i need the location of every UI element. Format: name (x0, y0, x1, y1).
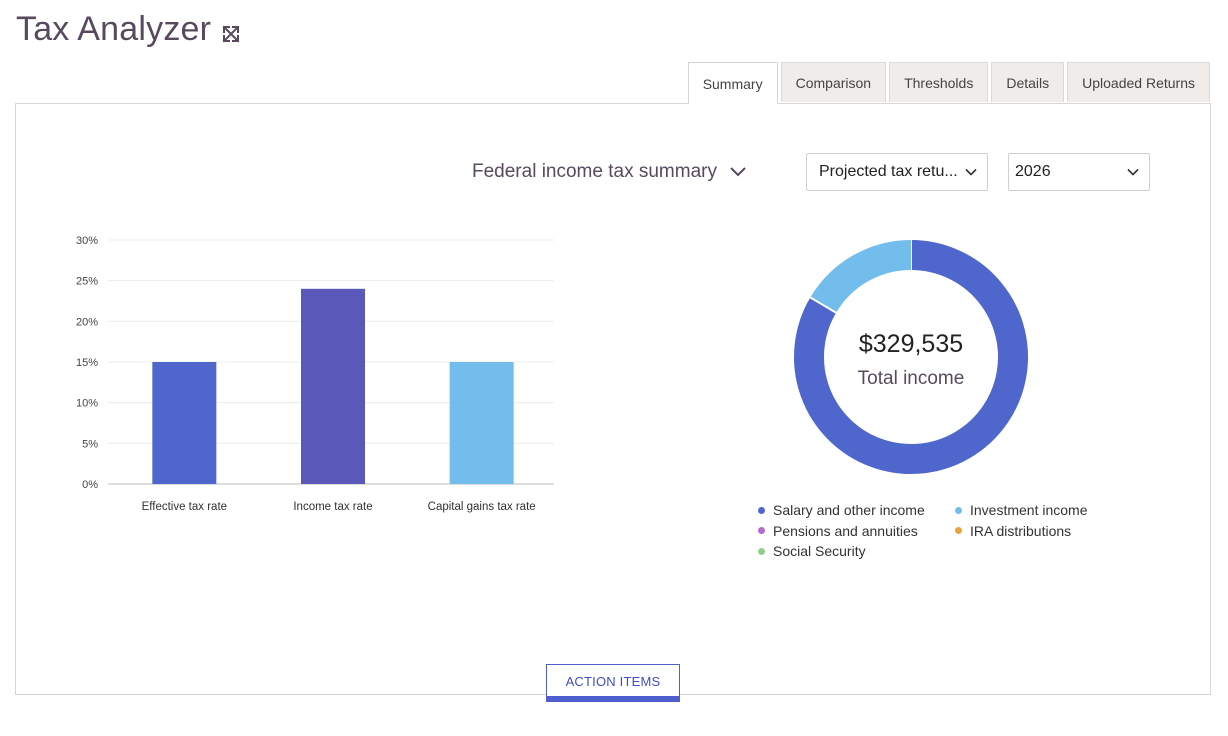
income-donut-chart (794, 240, 1028, 474)
legend-dot-icon (758, 547, 765, 555)
y-tick-label: 10% (76, 398, 98, 410)
legend-dot-icon (955, 506, 962, 514)
legend-dot-icon (758, 527, 765, 534)
bar[interactable] (152, 362, 217, 484)
tab-comparison[interactable]: Comparison (780, 62, 887, 102)
chevron-down-icon (730, 167, 746, 177)
year-select[interactable]: 2026 (1008, 153, 1150, 191)
legend-label: Salary and other income (773, 502, 925, 518)
y-tick-label: 15% (76, 357, 98, 369)
expand-arrows-icon[interactable] (221, 24, 241, 44)
legend-item[interactable]: Salary and other income (758, 502, 925, 518)
x-category-label: Effective tax rate (142, 501, 227, 513)
y-tick-label: 30% (76, 235, 98, 247)
legend-item[interactable]: Social Security (758, 543, 866, 559)
y-tick-label: 20% (76, 316, 98, 328)
tab-uploaded-returns[interactable]: Uploaded Returns (1067, 62, 1210, 102)
tab-details[interactable]: Details (991, 62, 1065, 102)
y-tick-label: 5% (82, 438, 98, 450)
app-title: Tax Analyzer (16, 10, 241, 49)
return-type-value: Projected tax retu... (819, 163, 958, 180)
x-category-label: Income tax rate (293, 501, 372, 513)
slice-separator (809, 296, 837, 314)
tab-thresholds[interactable]: Thresholds (889, 62, 989, 102)
donut-slice[interactable] (810, 240, 912, 314)
app-title-text: Tax Analyzer (16, 10, 212, 48)
return-type-select[interactable]: Projected tax retu... (806, 153, 988, 191)
bar[interactable] (301, 288, 365, 484)
legend-dot-icon (758, 506, 765, 514)
donut-slice[interactable] (794, 240, 1028, 474)
action-items-button[interactable]: ACTION ITEMS (546, 664, 680, 702)
summary-type-label: Federal income tax summary (472, 161, 717, 182)
summary-type-dropdown[interactable]: Federal income tax summary (472, 161, 747, 183)
y-tick-label: 25% (76, 276, 98, 288)
legend-item[interactable]: Pensions and annuities (758, 523, 918, 539)
tab-bar: Summary Comparison Thresholds Details Up… (687, 62, 1210, 104)
tax-rate-bar-chart: 0% 5% 10% 15% 20% 25% 30% Effective tax rate Inc… (76, 235, 554, 513)
legend-label: Social Security (773, 543, 866, 559)
legend-dot-icon (955, 527, 962, 534)
chevron-down-icon (1127, 168, 1139, 176)
year-value: 2026 (1015, 163, 1051, 180)
legend-label: Pensions and annuities (773, 522, 918, 539)
chevron-down-icon (965, 168, 977, 176)
legend-label: IRA distributions (970, 522, 1072, 539)
legend-item[interactable]: Investment income (955, 502, 1088, 518)
x-category-label: Capital gains tax rate (428, 501, 536, 513)
legend-item[interactable]: IRA distributions (955, 523, 1071, 539)
bar[interactable] (449, 362, 514, 484)
tab-summary[interactable]: Summary (687, 62, 778, 104)
y-tick-label: 0% (82, 479, 98, 491)
legend-label: Investment income (970, 502, 1088, 518)
